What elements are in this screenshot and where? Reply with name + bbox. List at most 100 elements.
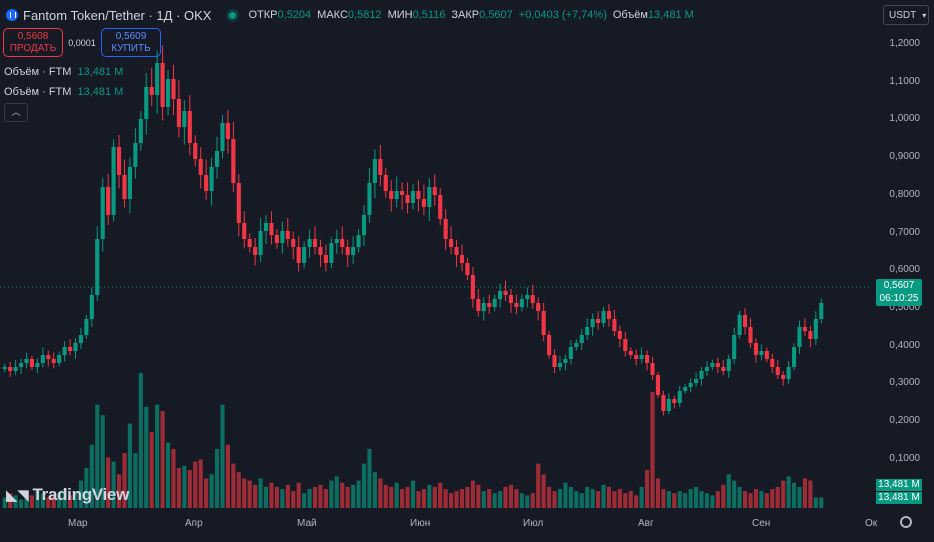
candle-body — [666, 399, 671, 411]
change-value: +0,0403 (+7,74%) — [518, 9, 607, 21]
volume-bar — [819, 497, 824, 508]
collapse-legend-button[interactable]: ︿ — [4, 103, 28, 122]
spread-value: 0,0001 — [68, 37, 96, 48]
candle-body — [383, 175, 388, 191]
volume-bar — [193, 461, 198, 508]
gear-icon[interactable] — [900, 516, 912, 528]
time-tick: Авг — [638, 518, 654, 529]
buy-button[interactable]: 0,5609 КУПИТЬ — [101, 28, 161, 57]
candle-body — [443, 219, 448, 239]
volume-bar — [557, 489, 563, 508]
volume-bar — [111, 461, 116, 508]
volume-tag-2: 13,481 М — [876, 492, 922, 504]
symbol-title[interactable]: Fantom Token/Tether · 1Д · OKX — [23, 7, 212, 23]
chevron-down-icon: ▾ — [922, 10, 927, 20]
candle-body — [639, 355, 644, 359]
candle-body — [220, 123, 225, 151]
candle-body — [421, 199, 426, 207]
volume-bar — [748, 493, 753, 508]
candle-body — [400, 191, 405, 195]
legend-label: Объём · FTM — [4, 86, 72, 98]
candle-body — [67, 347, 73, 351]
candle-body — [775, 367, 780, 375]
candle-body — [552, 355, 557, 367]
volume-bar — [329, 480, 334, 508]
candle-body — [62, 347, 67, 355]
candle-body — [269, 223, 274, 235]
volume-bar — [639, 486, 644, 508]
volume-bar — [231, 463, 236, 508]
volume-bar — [400, 489, 405, 508]
volume-bar — [476, 484, 481, 508]
volume-bar — [492, 493, 497, 508]
candle-body — [514, 303, 519, 307]
candle-body — [73, 343, 78, 351]
candle-body — [274, 235, 279, 243]
volume-bar — [372, 472, 377, 508]
candle-body — [688, 383, 693, 387]
candle-body — [459, 255, 465, 263]
volume-bar — [443, 489, 448, 508]
price-chart[interactable] — [0, 30, 870, 542]
candle-body — [198, 159, 203, 175]
candle-body — [214, 151, 220, 167]
volume-bar — [253, 484, 258, 508]
volume-bar — [585, 486, 590, 508]
volume-bar — [530, 493, 535, 508]
price-tick: 0,2000 — [889, 415, 920, 426]
volume-bar — [133, 453, 138, 508]
time-tick: Апр — [185, 518, 203, 529]
market-status-icon[interactable] — [229, 11, 237, 19]
candle-body — [280, 231, 285, 243]
volume-bar — [8, 493, 13, 508]
candle-body — [737, 315, 742, 335]
candle-body — [111, 147, 116, 215]
last-price-tag: 0,5607 06:10:25 — [876, 279, 922, 306]
volume-bar — [770, 489, 775, 508]
sell-button[interactable]: 0,5608 ПРОДАТЬ — [3, 28, 63, 57]
price-tick: 1,2000 — [889, 38, 920, 49]
volume-bar — [508, 484, 514, 508]
candle-body — [356, 235, 361, 247]
tradingview-logo[interactable]: ◣◥ TradingView — [6, 485, 129, 505]
candle-body — [193, 143, 198, 159]
volume-bar — [116, 474, 122, 508]
candle-body — [726, 359, 731, 371]
candle-body — [247, 239, 252, 247]
volume-bar — [247, 480, 252, 508]
candle-body — [84, 319, 89, 335]
volume-bar — [138, 373, 143, 508]
legend-volume-1[interactable]: Объём · FTM 13,481 М — [4, 66, 123, 78]
candle-body — [204, 175, 209, 191]
candle-body — [699, 371, 704, 379]
candle-body — [808, 331, 813, 339]
price-tick: 0,3000 — [889, 377, 920, 389]
candle-body — [351, 247, 356, 255]
volume-bar — [122, 453, 127, 508]
volume-bar — [552, 491, 557, 508]
candle-body — [617, 331, 622, 339]
legend-volume-2[interactable]: Объём · FTM 13,481 М — [4, 86, 123, 98]
buy-price: 0,5609 — [115, 31, 147, 42]
volume-bar — [106, 457, 111, 508]
candle-body — [715, 363, 720, 367]
candle-body — [470, 275, 475, 299]
volume-bar — [487, 489, 492, 508]
currency-select[interactable]: USDT ▾ — [883, 5, 929, 25]
volume-bar — [182, 465, 187, 508]
volume-bar — [525, 495, 530, 508]
candle-body — [165, 79, 171, 107]
candle-body — [481, 303, 486, 311]
candle-body — [51, 359, 56, 363]
close-value: 0,5607 — [479, 9, 513, 21]
candle-body — [579, 335, 584, 343]
volume-bar — [645, 470, 650, 508]
volume-bar — [345, 486, 350, 508]
candle-body — [253, 247, 258, 255]
volume-bar — [204, 478, 209, 508]
candle-body — [296, 247, 301, 263]
symbol-header: Fantom Token/Tether · 1Д · OKX ОТКР 0,52… — [0, 0, 870, 30]
volume-bar — [465, 486, 470, 508]
volume-bar — [519, 493, 524, 508]
candle-body — [585, 327, 590, 335]
